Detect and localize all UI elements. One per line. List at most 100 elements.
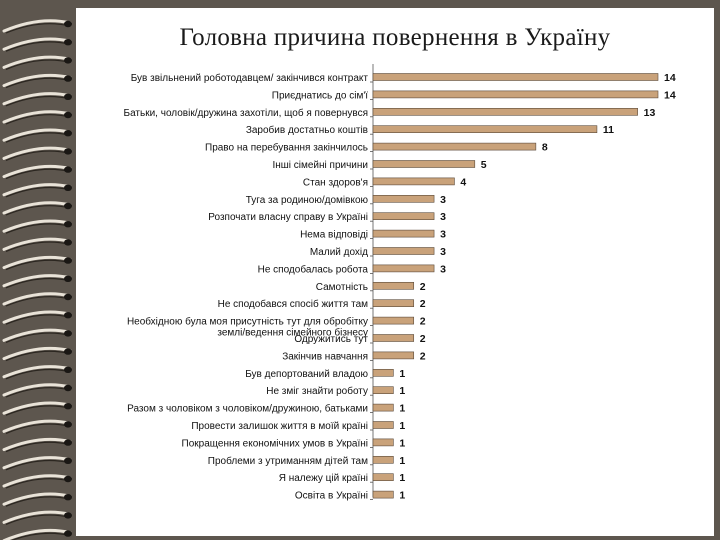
category-label: Розпочати власну справу в Україні — [208, 212, 368, 223]
data-label: 14 — [664, 72, 676, 84]
category-label: Малий дохід — [310, 247, 368, 258]
binding-loop — [2, 492, 72, 507]
bar — [372, 281, 415, 290]
bar — [372, 438, 394, 447]
bar — [372, 108, 638, 116]
binding-loop — [2, 346, 72, 362]
category-label: Не зміг знайти роботу — [266, 385, 368, 397]
bar — [372, 299, 415, 308]
data-label: 1 — [399, 437, 405, 449]
data-label: 3 — [440, 211, 446, 223]
category-label: Разом з чоловіком з чоловіком/дружиною, … — [127, 403, 368, 415]
data-label: 11 — [603, 124, 614, 136]
binding-loop — [2, 419, 72, 434]
data-label: 14 — [664, 89, 676, 101]
bar — [372, 212, 435, 220]
chart-title: Головна причина повернення в Україну — [179, 24, 611, 51]
binding-loop — [2, 510, 72, 525]
bar — [372, 368, 394, 377]
data-label: 3 — [440, 246, 446, 258]
binding-loop — [2, 201, 72, 216]
category-label: Був звільнений роботодавцем/ закінчився … — [131, 72, 369, 84]
bar — [372, 90, 659, 99]
data-label: 4 — [460, 176, 466, 188]
binding-loop — [2, 310, 72, 325]
data-label: 2 — [420, 350, 426, 362]
bar — [372, 334, 415, 342]
binding-loop — [2, 164, 72, 180]
category-label: Проблеми з утриманням дітей там — [208, 455, 368, 467]
binding-loop — [2, 255, 72, 271]
category-label: Провести залишок життя в моїй країні — [191, 421, 368, 432]
data-label: 1 — [399, 490, 405, 502]
binding-loop — [2, 92, 72, 107]
category-label: Туга за родиною/домівкою — [246, 195, 369, 206]
bar — [372, 195, 435, 203]
category-label: Закінчив навчання — [282, 351, 368, 362]
category-label: Покращення економічних умов в Україні — [182, 438, 368, 449]
category-label: Заробив достатньо коштів — [246, 124, 368, 136]
bar — [372, 160, 476, 168]
data-label: 3 — [440, 194, 446, 206]
data-label: 13 — [644, 107, 656, 119]
category-label: Право на перебування закінчилось — [205, 142, 368, 154]
bar — [372, 403, 394, 412]
binding-loop — [2, 474, 72, 489]
binding-loop — [2, 128, 72, 143]
data-label: 2 — [420, 298, 426, 310]
data-label: 1 — [399, 455, 405, 467]
data-label: 3 — [440, 263, 446, 275]
binding-loop — [2, 55, 72, 70]
bar — [372, 73, 659, 81]
bar — [372, 264, 435, 273]
binding-loop — [2, 528, 72, 540]
binding-loop — [2, 146, 72, 161]
bar — [372, 247, 435, 255]
category-label: Інші сімейні причини — [272, 160, 368, 171]
bar — [372, 490, 394, 499]
bar — [372, 386, 394, 395]
data-label: 1 — [399, 472, 405, 484]
binding-loop — [2, 437, 72, 453]
category-label: Освіта в Україні — [295, 491, 368, 502]
binding-loop — [2, 274, 72, 289]
bar — [372, 316, 415, 325]
category-label: Необхідною була моя присутність тут для … — [127, 316, 368, 339]
binding-loop — [2, 37, 72, 52]
bar — [372, 455, 394, 464]
category-label: Я належу цій країні — [279, 473, 368, 484]
bar — [372, 125, 598, 133]
data-label: 3 — [440, 229, 446, 241]
data-label: 2 — [420, 316, 426, 328]
binding-loop — [2, 365, 72, 380]
bar — [372, 351, 415, 360]
category-label: Не сподобався спосіб життя там — [218, 298, 369, 310]
data-label: 5 — [481, 159, 487, 171]
data-label: 8 — [542, 142, 548, 154]
binding-loop — [2, 401, 72, 416]
bar — [372, 142, 537, 151]
category-label: Стан здоров'я — [303, 177, 368, 188]
data-label: 1 — [399, 385, 405, 397]
binding-loop — [2, 237, 72, 252]
bar — [372, 473, 394, 482]
binding-loop — [2, 19, 72, 34]
category-label: Батьки, чоловік/дружина захотіли, щоб я … — [124, 107, 368, 119]
category-label: Одружитись тут — [294, 334, 368, 345]
category-label: Не сподобалась робота — [258, 263, 369, 275]
binding-loop — [2, 383, 72, 398]
data-label: 1 — [399, 420, 405, 432]
bar — [372, 421, 394, 429]
binding-loop — [2, 219, 72, 234]
binding-loop — [2, 292, 72, 307]
category-label: Був депортований владою — [245, 369, 368, 380]
data-label: 1 — [399, 368, 405, 380]
spiral-binding — [2, 19, 72, 540]
binding-loop — [2, 328, 72, 343]
category-label: Нема відповіді — [300, 230, 368, 241]
binding-loop — [2, 456, 72, 471]
data-label: 1 — [399, 403, 405, 415]
binding-loop — [2, 183, 72, 198]
